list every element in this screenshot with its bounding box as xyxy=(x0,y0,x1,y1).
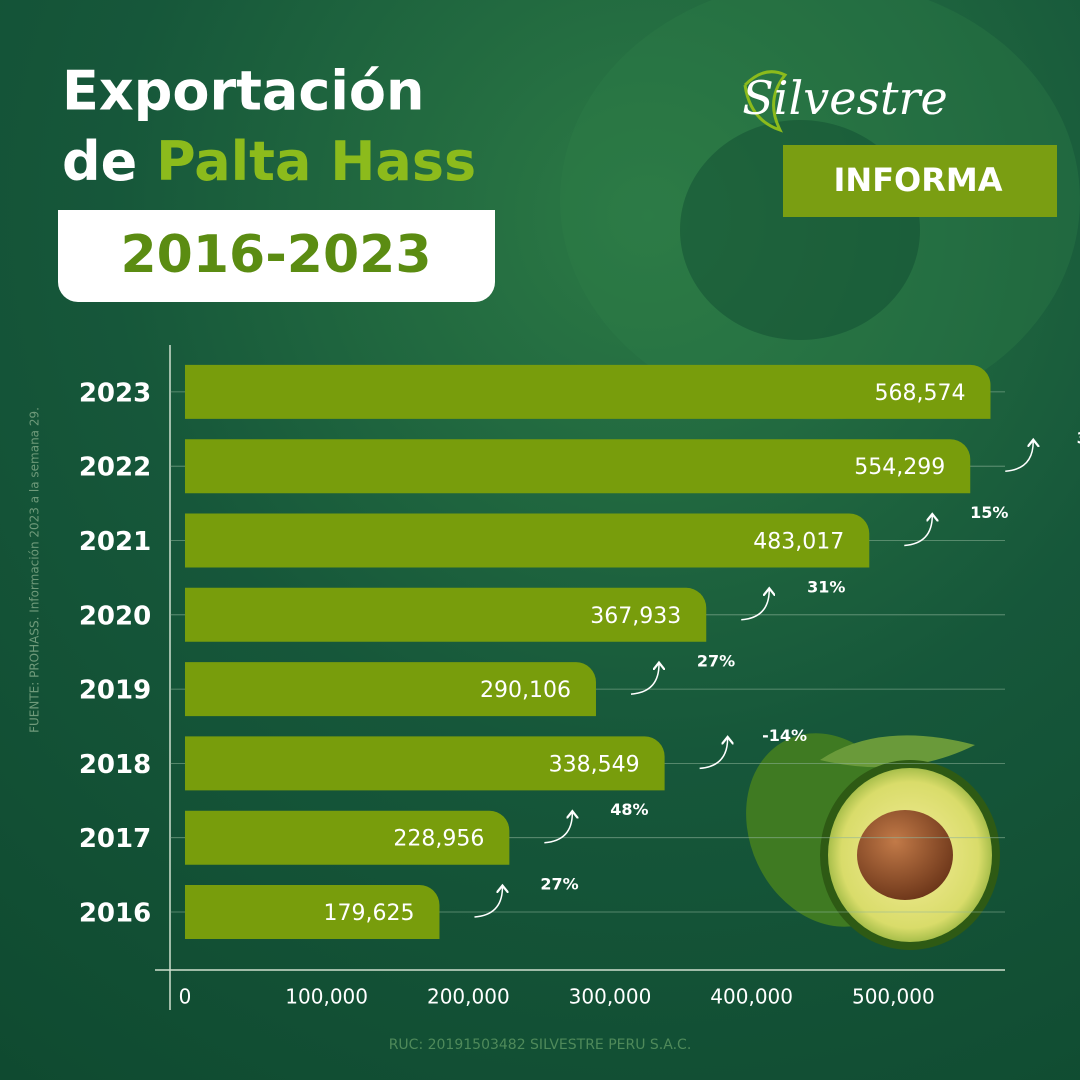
x-tick-label: 0 xyxy=(179,985,192,1009)
value-label: 290,106 xyxy=(480,678,571,703)
value-label: 228,956 xyxy=(393,827,484,852)
title-de: de xyxy=(62,130,137,193)
growth-arrow xyxy=(474,887,502,918)
footer: RUC: 20191503482 SILVESTRE PERU S.A.C. xyxy=(389,1037,692,1053)
bar xyxy=(185,736,665,791)
y-tick-label: 2018 xyxy=(79,750,151,780)
x-tick-label: 300,000 xyxy=(569,985,652,1009)
value-label: 554,299 xyxy=(854,455,945,480)
bar xyxy=(185,885,440,939)
bar xyxy=(185,364,991,419)
growth-label: 3% xyxy=(1077,429,1080,448)
value-label: 568,574 xyxy=(874,381,965,406)
value-label: 483,017 xyxy=(753,530,844,555)
y-tick-label: 2017 xyxy=(79,824,151,854)
title: Exportación xyxy=(62,60,424,123)
growth-label: 27% xyxy=(697,652,735,671)
x-tick-label: 100,000 xyxy=(285,985,368,1009)
growth-label: 31% xyxy=(807,577,845,596)
x-tick-label: 500,000 xyxy=(852,985,935,1009)
period-box xyxy=(58,210,495,302)
title: de Palta Hass xyxy=(62,130,476,193)
bar xyxy=(185,810,510,865)
y-tick-label: 2021 xyxy=(79,527,151,557)
y-tick-label: 2023 xyxy=(79,378,151,408)
y-tick-label: 2016 xyxy=(79,899,151,929)
bar xyxy=(185,439,971,494)
growth-arrow xyxy=(544,813,572,844)
growth-label: -14% xyxy=(762,726,807,745)
growth-arrow xyxy=(1005,441,1033,472)
x-tick-label: 200,000 xyxy=(427,985,510,1009)
badge: INFORMA xyxy=(834,161,1003,199)
avocado-pit xyxy=(857,810,953,900)
y-tick-label: 2020 xyxy=(79,601,151,631)
period: 2016-2023 xyxy=(120,225,431,285)
bar xyxy=(185,587,707,642)
growth-arrow xyxy=(699,738,728,770)
y-tick-label: 2019 xyxy=(79,676,151,706)
avocado-illustration xyxy=(746,733,1000,950)
badge-box xyxy=(783,145,1057,217)
title-highlight: Palta Hass xyxy=(156,130,476,193)
growth-label: 15% xyxy=(970,503,1008,522)
avocado-leaf xyxy=(820,735,975,768)
bar xyxy=(185,513,870,568)
value-label: 179,625 xyxy=(323,901,414,926)
growth-label: 27% xyxy=(540,875,578,894)
bar xyxy=(185,662,596,717)
y-tick-label: 2022 xyxy=(79,453,151,483)
growth-arrow xyxy=(904,516,932,547)
value-label: 367,933 xyxy=(590,604,681,629)
growth-label: 48% xyxy=(610,800,648,819)
brand: Silvestre xyxy=(742,71,947,125)
logo-leaf xyxy=(743,70,788,133)
x-tick-label: 400,000 xyxy=(710,985,793,1009)
source: FUENTE: PROHASS. Información 2023 a la s… xyxy=(28,407,42,733)
value-label: 338,549 xyxy=(549,752,640,777)
growth-arrow xyxy=(630,664,659,695)
growth-arrow xyxy=(741,590,769,621)
